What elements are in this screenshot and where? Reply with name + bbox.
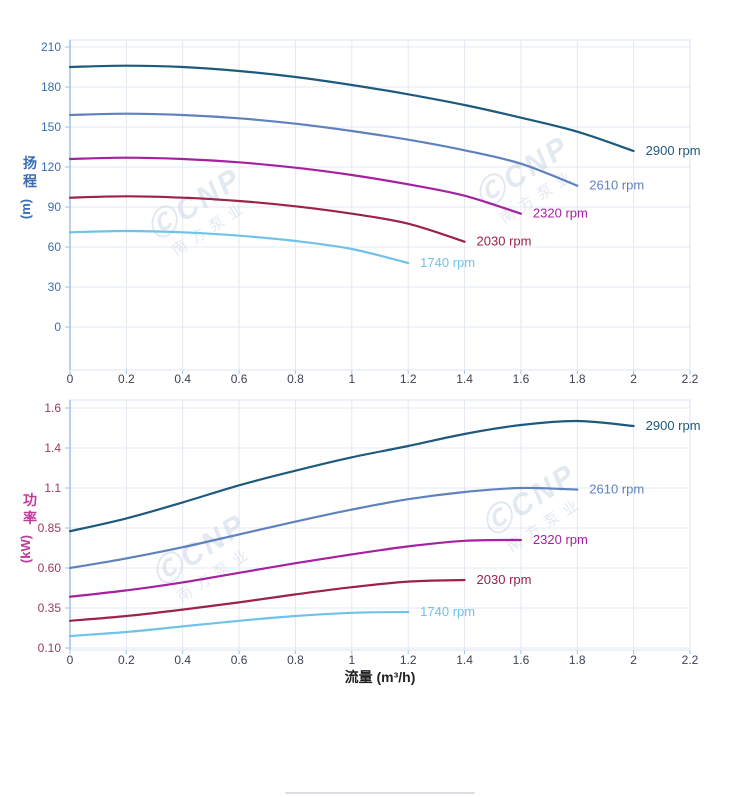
x-tick-label: 1.2: [400, 653, 417, 667]
series-label-2900-rpm: 2900 rpm: [646, 418, 701, 433]
y-axis-title-char: 率: [23, 510, 37, 526]
x-tick-label: 0: [67, 372, 74, 386]
series-curve-1740-rpm: [68, 229, 410, 265]
x-tick-label: 0.8: [287, 653, 304, 667]
x-tick-label: 1.6: [513, 653, 530, 667]
series-curve-2610-rpm: [68, 112, 579, 187]
y-axis-unit: (kW): [18, 535, 33, 563]
x-tick-label: 1.4: [456, 372, 473, 386]
y-tick-label: 120: [41, 160, 61, 174]
power-chart: 0 0.2 0.4 0.6 0.8 1 1.2 1.4 1.6 1.8 2 2.2 1.6 1.4 1.1 0…: [18, 399, 701, 667]
x-axis-title: 流量 (m³/h): [345, 669, 416, 685]
y-tick-label: 0.10: [38, 641, 62, 655]
x-tick-label: 2.2: [682, 653, 699, 667]
head-chart: 0 0.2 0.4 0.6 0.8 1 1.2 1.4 1.6 1.8 2 2.2 210 180 150 1…: [18, 39, 701, 386]
x-tick-label: 0.8: [287, 372, 304, 386]
series-label-2610-rpm: 2610 rpm: [589, 482, 644, 497]
x-tick-label: 0.4: [174, 372, 191, 386]
x-tick-label: 1: [348, 372, 355, 386]
series-label-2900-rpm: 2900 rpm: [646, 143, 701, 158]
generated-chart-content: 0 0.2 0.4 0.6 0.8 1 1.2 1.4 1.6 1.8 2 2.22101801501…: [18, 39, 701, 667]
series-label-2610-rpm: 2610 rpm: [589, 178, 644, 193]
series-label-2320-rpm: 2320 rpm: [533, 206, 588, 221]
y-axis-title-char: 程: [23, 173, 37, 189]
x-tick-label: 2: [630, 372, 637, 386]
series-curve-2030-rpm: [68, 195, 466, 243]
x-tick-label: 0.4: [174, 653, 191, 667]
series-label-1740-rpm: 1740 rpm: [420, 255, 475, 270]
series-label-1740-rpm: 1740 rpm: [420, 604, 475, 619]
x-tick-label: 0.6: [231, 372, 248, 386]
y-tick-label: 0.60: [38, 561, 62, 575]
series-label-2320-rpm: 2320 rpm: [533, 532, 588, 547]
x-tick-label: 2.2: [682, 372, 699, 386]
y-tick-label: 150: [41, 120, 61, 134]
y-tick-label: 1.4: [44, 441, 61, 455]
series-curve-2320-rpm: [68, 538, 522, 598]
y-tick-label: 0.35: [38, 601, 62, 615]
series-label-2030-rpm: 2030 rpm: [477, 234, 532, 249]
x-tick-label: 1.2: [400, 372, 417, 386]
y-tick-label: 0: [54, 320, 61, 334]
series-curve-2320-rpm: [68, 156, 522, 215]
series-curve-2610-rpm: [68, 486, 579, 570]
y-axis-unit: (m): [18, 199, 33, 219]
series-curve-2030-rpm: [68, 578, 466, 622]
y-tick-label: 210: [41, 40, 61, 54]
y-tick-label: 180: [41, 80, 61, 94]
x-tick-label: 1: [348, 653, 355, 667]
x-tick-label: 1.8: [569, 653, 586, 667]
series-curve-1740-rpm: [68, 610, 410, 638]
y-tick-label: 1.6: [44, 401, 61, 415]
series-curve-2900-rpm: [68, 64, 635, 153]
series-label-2030-rpm: 2030 rpm: [477, 572, 532, 587]
y-axis-title-char: 扬: [23, 155, 37, 171]
x-tick-label: 1.4: [456, 653, 473, 667]
x-tick-label: 0.2: [118, 653, 135, 667]
y-axis-title-char: 功: [23, 492, 37, 508]
x-tick-label: 0: [67, 653, 74, 667]
x-tick-label: 0.2: [118, 372, 135, 386]
x-tick-label: 2: [630, 653, 637, 667]
x-tick-label: 1.6: [513, 372, 530, 386]
y-tick-label: 60: [48, 240, 62, 254]
y-tick-label: 0.85: [38, 521, 62, 535]
series-curve-2900-rpm: [68, 419, 635, 533]
x-tick-label: 1.8: [569, 372, 586, 386]
y-tick-label: 90: [48, 200, 62, 214]
y-tick-label: 30: [48, 280, 62, 294]
x-tick-label: 0.6: [231, 653, 248, 667]
bottom-scroll-hint: [285, 792, 475, 794]
y-tick-label: 1.1: [44, 481, 61, 495]
